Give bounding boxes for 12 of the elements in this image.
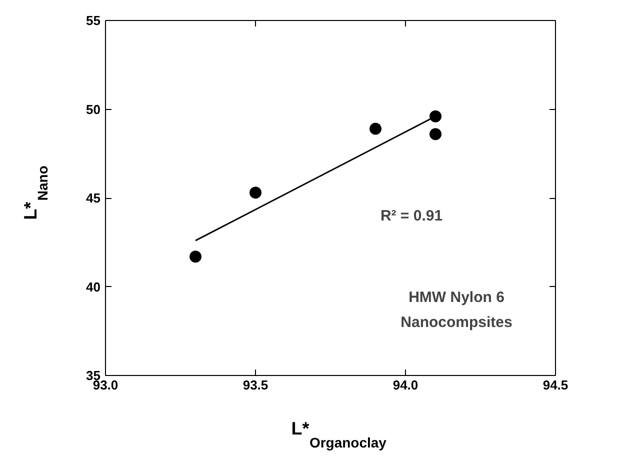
annotation: R² = 0.91 [380,207,443,224]
x-axis-title: L*Organoclay [291,418,387,450]
x-tick-label: 94.5 [542,378,568,392]
y-tick-label: 50 [86,102,101,117]
annotation: HMW Nylon 6 [408,288,504,306]
y-axis-title: L*Nano [20,166,50,220]
x-tick-label: 94.0 [392,378,418,392]
y-tick-label: 45 [86,190,101,206]
annotation: Nanocompsites [400,314,512,331]
x-tick-label: 93.5 [242,378,268,392]
y-tick-label: 55 [86,13,101,28]
y-tick-label: 40 [86,279,101,294]
